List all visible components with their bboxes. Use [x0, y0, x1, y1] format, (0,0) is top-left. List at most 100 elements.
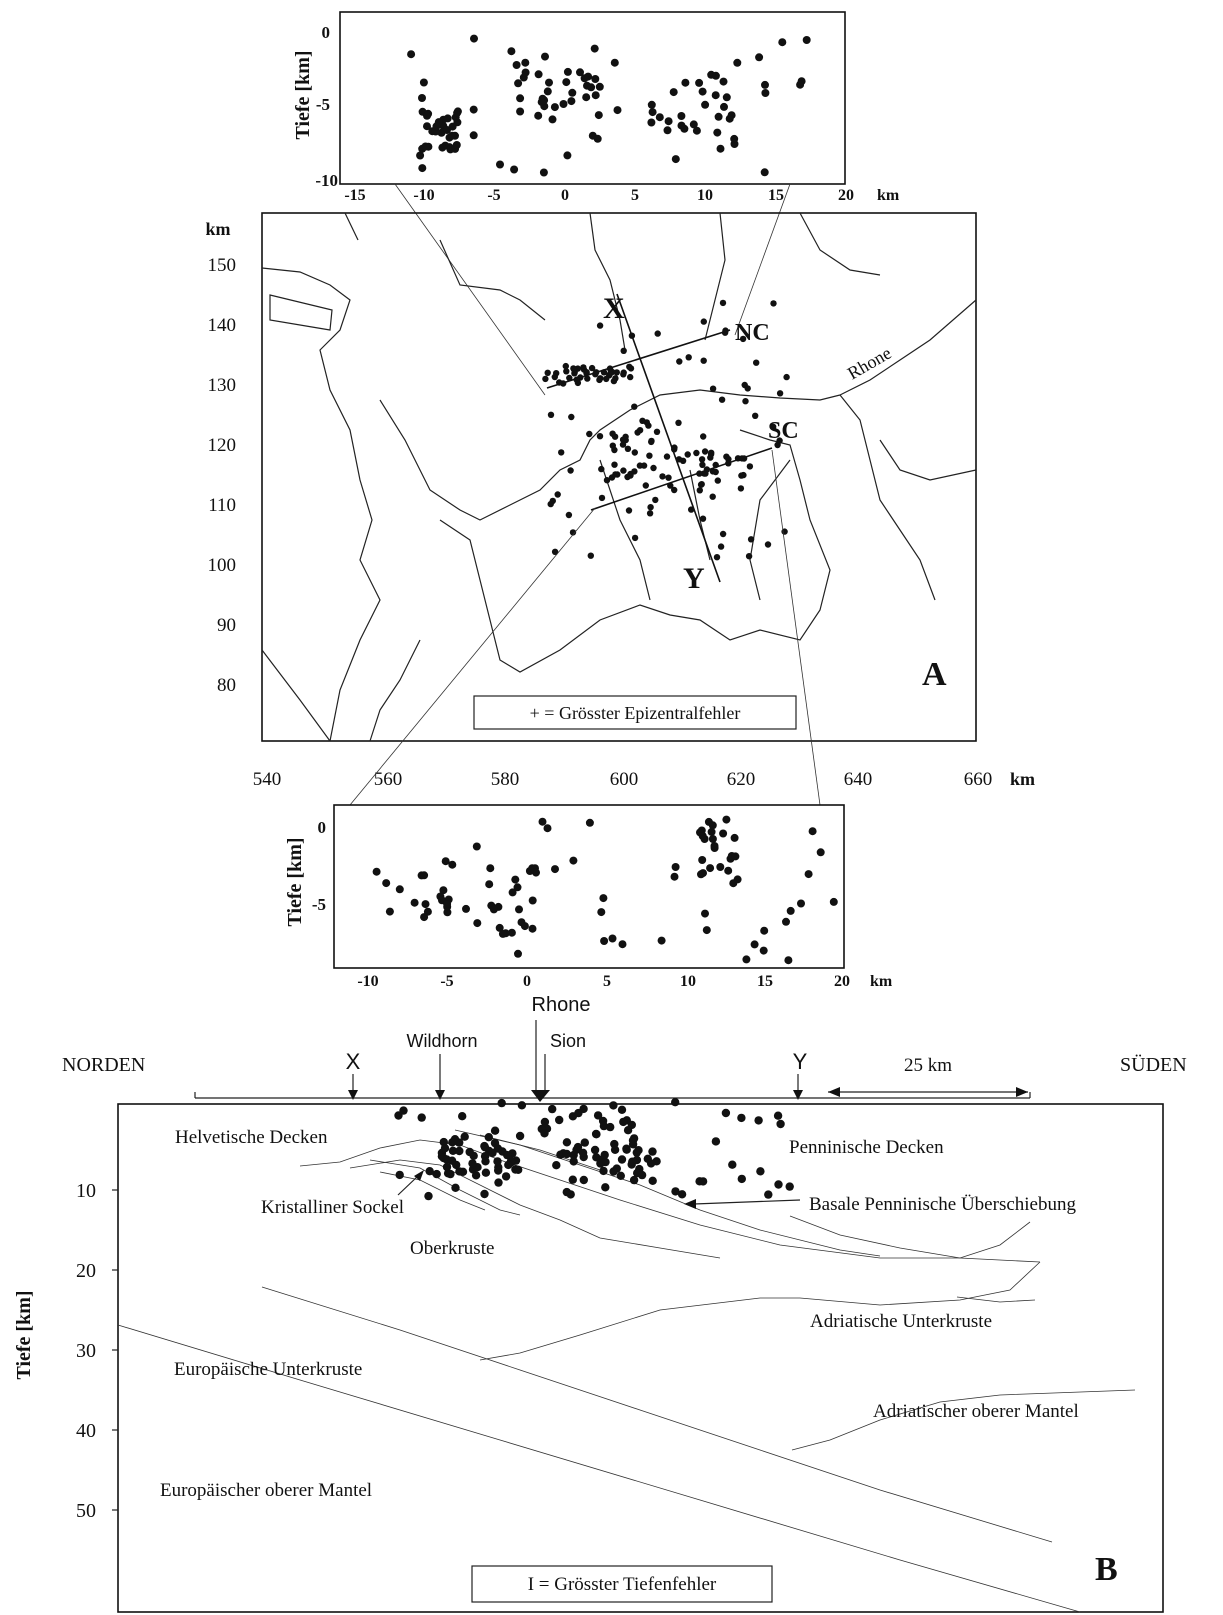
- seismic-event-dot: [750, 940, 759, 949]
- seismic-event-dot: [701, 448, 709, 455]
- seismic-event-dot: [711, 91, 720, 100]
- seismic-event-dot: [510, 165, 519, 174]
- seismic-event-dot: [648, 437, 655, 445]
- seismic-event-dot: [702, 926, 711, 935]
- seismic-event-dot: [698, 481, 705, 488]
- seismic-event-dot: [547, 411, 555, 418]
- seismic-event-dot: [579, 1175, 588, 1185]
- seismic-event-dot: [637, 1170, 647, 1180]
- seismic-event-dot: [567, 467, 574, 474]
- epicenter-map: km 150 140 130 120 110 100 90 80 540 560…: [205, 212, 1035, 790]
- unit-penninic-nappes: Penninische Decken: [789, 1137, 944, 1158]
- map-yunit: km: [205, 219, 230, 239]
- seismic-event-dot: [569, 856, 578, 865]
- seismic-event-dot: [494, 1166, 503, 1175]
- seismic-event-dot: [501, 1172, 511, 1181]
- seismic-event-dot: [582, 93, 591, 102]
- seismic-event-dot: [489, 905, 498, 914]
- seismic-event-dot: [562, 362, 569, 370]
- seismic-event-dot: [663, 126, 672, 135]
- seismic-event-dot: [631, 449, 638, 456]
- rhone-river: [839, 299, 977, 396]
- seismic-event-dot: [511, 875, 520, 884]
- seismic-event-dot: [609, 430, 616, 437]
- section-ylabel: Tiefe [km]: [13, 1290, 35, 1379]
- seismic-event-dot: [698, 832, 707, 840]
- seismic-event-dot: [724, 866, 733, 875]
- map-xtick: 640: [844, 769, 873, 790]
- seismic-event-dot: [448, 122, 457, 131]
- seismic-event-dot: [547, 500, 554, 508]
- map-xtick: 660: [964, 769, 993, 790]
- seismic-event-dot: [719, 530, 727, 538]
- seismic-event-dot: [591, 1129, 601, 1139]
- seismic-event-dot: [587, 552, 594, 559]
- seismic-event-dot: [385, 907, 394, 916]
- seismic-event-dot: [603, 477, 611, 484]
- section-panel-label: B: [1095, 1551, 1118, 1588]
- seismic-event-dot: [717, 543, 725, 550]
- top-xtick: 15: [768, 187, 784, 204]
- seismic-event-dot: [698, 87, 707, 96]
- seismic-event-dot: [618, 940, 627, 949]
- river-line: [839, 394, 936, 601]
- top-depth-profile: Tiefe [km] 0 -5 -10 -15 -10 -5 0 5 10 15…: [292, 11, 900, 204]
- seismic-event-dot: [619, 1117, 628, 1127]
- seismic-event-dot: [737, 1174, 746, 1184]
- seismic-event-dot: [624, 445, 632, 452]
- seismic-event-dot: [676, 358, 683, 365]
- cross-section: NORDEN SÜDEN X Wildhorn Rhone Sion Y 25 …: [13, 994, 1187, 1613]
- scale-arrow-right: [1016, 1087, 1028, 1097]
- seismic-event-dot: [455, 1146, 464, 1156]
- section-hypocenters: [394, 1098, 794, 1201]
- seismic-event-dot: [648, 108, 657, 117]
- seismic-event-dot: [600, 937, 609, 945]
- seismic-event-dot: [596, 322, 604, 329]
- seismic-event-dot: [563, 368, 570, 375]
- seismic-event-dot: [503, 1150, 512, 1160]
- seismic-event-dot: [513, 883, 522, 892]
- seismic-event-dot: [669, 88, 678, 97]
- map-label-y: Y: [683, 562, 705, 595]
- seismic-event-dot: [747, 536, 755, 543]
- boundary-line: [454, 1129, 881, 1257]
- seismic-event-dot: [532, 868, 540, 877]
- seismic-event-dot: [448, 131, 457, 140]
- seismic-event-dot: [603, 375, 610, 383]
- seismic-event-dot: [562, 78, 571, 87]
- seismic-event-dot: [677, 1190, 687, 1199]
- seismic-event-dot: [567, 97, 576, 106]
- section-south-label: SÜDEN: [1120, 1053, 1187, 1076]
- seismic-event-dot: [540, 96, 549, 105]
- seismic-event-dot: [712, 468, 719, 476]
- seismic-event-dot: [700, 357, 707, 364]
- arrow-head: [793, 1090, 803, 1100]
- seismic-event-dot: [647, 100, 656, 109]
- seismic-event-dot: [543, 824, 552, 833]
- seismic-event-dot: [617, 1155, 627, 1164]
- seismic-event-dot: [465, 1147, 474, 1157]
- bottom-xtick: -5: [440, 973, 453, 990]
- seismic-event-dot: [770, 423, 777, 430]
- seismic-event-dot: [568, 413, 575, 421]
- bottom-ytick-0: 0: [318, 818, 327, 837]
- seismic-event-dot: [562, 1149, 571, 1159]
- seismic-event-dot: [471, 1171, 481, 1180]
- map-label-rhone: Rhone: [844, 343, 895, 384]
- seismic-event-dot: [493, 1157, 502, 1166]
- unit-adriatic-lower-crust: Adriatische Unterkruste: [810, 1311, 992, 1332]
- seismic-event-dot: [407, 50, 416, 59]
- scale-label: 25 km: [904, 1055, 952, 1076]
- seismic-event-dot: [692, 126, 701, 135]
- seismic-event-dot: [484, 1133, 493, 1142]
- seismic-event-dot: [616, 1171, 625, 1181]
- seismic-event-dot: [544, 369, 551, 376]
- map-label-x: X: [603, 292, 625, 325]
- top-ytick-0: 0: [322, 23, 331, 42]
- seismic-event-dot: [675, 456, 683, 463]
- seismic-event-dot: [439, 886, 448, 895]
- seismic-event-dot: [675, 419, 682, 426]
- seismic-event-dot: [782, 917, 790, 926]
- seismic-event-dot: [448, 1146, 458, 1156]
